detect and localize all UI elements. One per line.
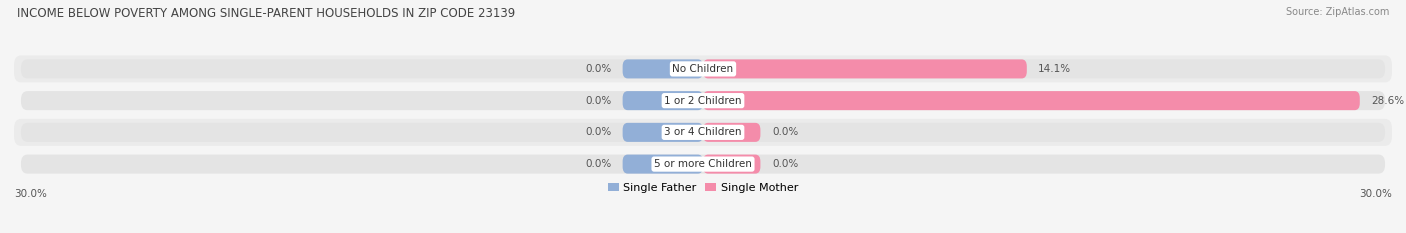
- Text: INCOME BELOW POVERTY AMONG SINGLE-PARENT HOUSEHOLDS IN ZIP CODE 23139: INCOME BELOW POVERTY AMONG SINGLE-PARENT…: [17, 7, 515, 20]
- Text: 0.0%: 0.0%: [772, 159, 799, 169]
- Text: 0.0%: 0.0%: [585, 64, 612, 74]
- Legend: Single Father, Single Mother: Single Father, Single Mother: [603, 178, 803, 197]
- Text: 30.0%: 30.0%: [1360, 189, 1392, 199]
- FancyBboxPatch shape: [623, 91, 703, 110]
- FancyBboxPatch shape: [14, 151, 1392, 178]
- FancyBboxPatch shape: [21, 91, 1385, 110]
- FancyBboxPatch shape: [703, 91, 1360, 110]
- FancyBboxPatch shape: [14, 119, 1392, 146]
- Text: No Children: No Children: [672, 64, 734, 74]
- Text: 3 or 4 Children: 3 or 4 Children: [664, 127, 742, 137]
- FancyBboxPatch shape: [703, 123, 761, 142]
- Text: 1 or 2 Children: 1 or 2 Children: [664, 96, 742, 106]
- Text: 0.0%: 0.0%: [585, 127, 612, 137]
- Text: 0.0%: 0.0%: [772, 127, 799, 137]
- FancyBboxPatch shape: [14, 87, 1392, 114]
- FancyBboxPatch shape: [623, 123, 703, 142]
- Text: 0.0%: 0.0%: [585, 159, 612, 169]
- FancyBboxPatch shape: [21, 154, 1385, 174]
- Text: 5 or more Children: 5 or more Children: [654, 159, 752, 169]
- FancyBboxPatch shape: [623, 59, 703, 79]
- Text: 14.1%: 14.1%: [1038, 64, 1071, 74]
- FancyBboxPatch shape: [703, 59, 1026, 79]
- Text: Source: ZipAtlas.com: Source: ZipAtlas.com: [1285, 7, 1389, 17]
- FancyBboxPatch shape: [623, 154, 703, 174]
- FancyBboxPatch shape: [21, 59, 1385, 79]
- Text: 0.0%: 0.0%: [585, 96, 612, 106]
- FancyBboxPatch shape: [14, 55, 1392, 82]
- FancyBboxPatch shape: [21, 123, 1385, 142]
- Text: 28.6%: 28.6%: [1371, 96, 1405, 106]
- FancyBboxPatch shape: [703, 154, 761, 174]
- Text: 30.0%: 30.0%: [14, 189, 46, 199]
